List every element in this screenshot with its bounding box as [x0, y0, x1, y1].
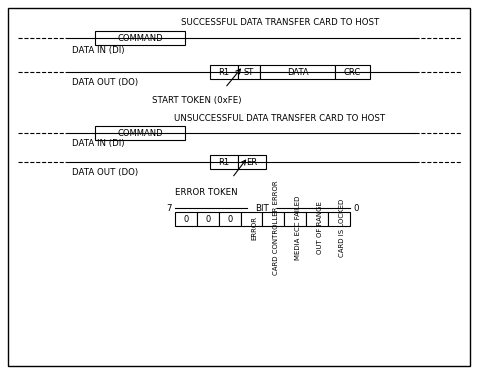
Text: CRC: CRC [344, 67, 361, 77]
Bar [210, 65, 238, 79]
Bar [262, 212, 284, 226]
Text: ERROR TOKEN: ERROR TOKEN [175, 187, 238, 196]
Text: UNSUCCESSFUL DATA TRANSFER CARD TO HOST: UNSUCCESSFUL DATA TRANSFER CARD TO HOST [174, 113, 386, 123]
Text: COMMAND: COMMAND [117, 129, 163, 138]
Text: 0: 0 [183, 215, 188, 224]
Text: R1: R1 [218, 67, 229, 77]
Bar [238, 65, 260, 79]
Text: COMMAND: COMMAND [117, 34, 163, 43]
Text: 0: 0 [227, 215, 232, 224]
Bar [238, 155, 266, 169]
Bar [175, 212, 197, 226]
Bar [260, 65, 335, 79]
Text: DATA OUT (DO): DATA OUT (DO) [72, 77, 138, 86]
Text: CARD CONTROLLER ERROR: CARD CONTROLLER ERROR [273, 181, 280, 275]
Text: DATA IN (DI): DATA IN (DI) [72, 46, 124, 55]
Text: OUT OF RANGE: OUT OF RANGE [317, 202, 323, 254]
Bar [95, 126, 185, 140]
Bar [197, 212, 219, 226]
Text: ST: ST [244, 67, 254, 77]
Bar [240, 212, 262, 226]
Text: R1: R1 [218, 157, 229, 166]
Bar [306, 212, 328, 226]
Text: BIT: BIT [256, 203, 270, 212]
Text: DATA: DATA [287, 67, 308, 77]
Bar [219, 212, 240, 226]
Text: MEDIA ECC FAILED: MEDIA ECC FAILED [295, 196, 301, 260]
Text: ER: ER [247, 157, 258, 166]
Text: 0: 0 [353, 203, 358, 212]
Text: START TOKEN (0xFE): START TOKEN (0xFE) [152, 95, 241, 104]
Bar [328, 212, 350, 226]
Bar [335, 65, 370, 79]
Text: DATA OUT (DO): DATA OUT (DO) [72, 168, 138, 177]
Text: 0: 0 [205, 215, 210, 224]
Bar [284, 212, 306, 226]
Text: 7: 7 [166, 203, 172, 212]
Bar [210, 155, 238, 169]
Text: DATA IN (DI): DATA IN (DI) [72, 138, 124, 147]
Text: ERROR: ERROR [251, 216, 258, 240]
Bar [95, 31, 185, 45]
Text: SUCCESSFUL DATA TRANSFER CARD TO HOST: SUCCESSFUL DATA TRANSFER CARD TO HOST [181, 18, 379, 27]
Text: CARD IS LOCKED: CARD IS LOCKED [339, 199, 345, 257]
